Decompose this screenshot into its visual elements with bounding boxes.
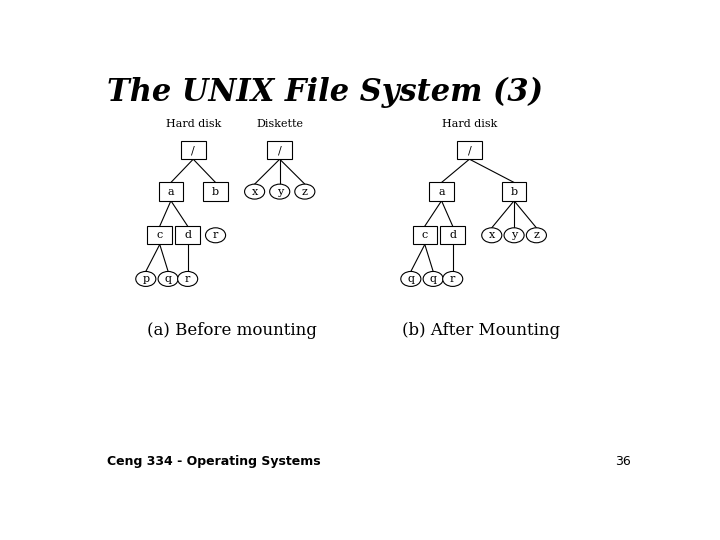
FancyBboxPatch shape [158,183,183,201]
Text: Ceng 334 - Operating Systems: Ceng 334 - Operating Systems [107,455,320,468]
Text: r: r [450,274,455,284]
Text: The UNIX File System (3): The UNIX File System (3) [107,77,543,109]
Circle shape [136,272,156,286]
Circle shape [482,228,502,243]
FancyBboxPatch shape [181,141,205,159]
Circle shape [178,272,198,286]
Text: c: c [157,230,163,240]
Text: Hard disk: Hard disk [166,119,221,129]
Text: d: d [184,230,191,240]
Text: q: q [408,274,414,284]
Text: a: a [438,187,445,197]
Circle shape [294,184,315,199]
FancyBboxPatch shape [413,226,437,245]
Circle shape [401,272,421,286]
FancyBboxPatch shape [176,226,200,245]
Text: (b) After Mounting: (b) After Mounting [402,322,559,340]
Text: r: r [213,230,218,240]
Text: y: y [511,230,517,240]
Text: z: z [302,187,307,197]
Text: /: / [278,145,282,155]
Text: r: r [185,274,190,284]
Text: p: p [143,274,149,284]
FancyBboxPatch shape [203,183,228,201]
Circle shape [443,272,463,286]
Circle shape [205,228,225,243]
Text: Hard disk: Hard disk [442,119,497,129]
Text: a: a [168,187,174,197]
Text: q: q [430,274,436,284]
FancyBboxPatch shape [148,226,172,245]
Text: b: b [212,187,219,197]
Circle shape [423,272,444,286]
Text: b: b [510,187,518,197]
Text: /: / [192,145,195,155]
Text: q: q [165,274,171,284]
Text: x: x [489,230,495,240]
Text: z: z [534,230,539,240]
Text: 36: 36 [616,455,631,468]
Text: Diskette: Diskette [256,119,303,129]
Circle shape [526,228,546,243]
FancyBboxPatch shape [457,141,482,159]
Text: x: x [251,187,258,197]
Circle shape [270,184,289,199]
Text: d: d [449,230,456,240]
Text: /: / [467,145,472,155]
Circle shape [158,272,178,286]
Text: y: y [276,187,283,197]
Text: c: c [422,230,428,240]
FancyBboxPatch shape [502,183,526,201]
FancyBboxPatch shape [441,226,465,245]
FancyBboxPatch shape [267,141,292,159]
Text: (a) Before mounting: (a) Before mounting [148,322,318,340]
FancyBboxPatch shape [429,183,454,201]
Circle shape [504,228,524,243]
Circle shape [245,184,265,199]
